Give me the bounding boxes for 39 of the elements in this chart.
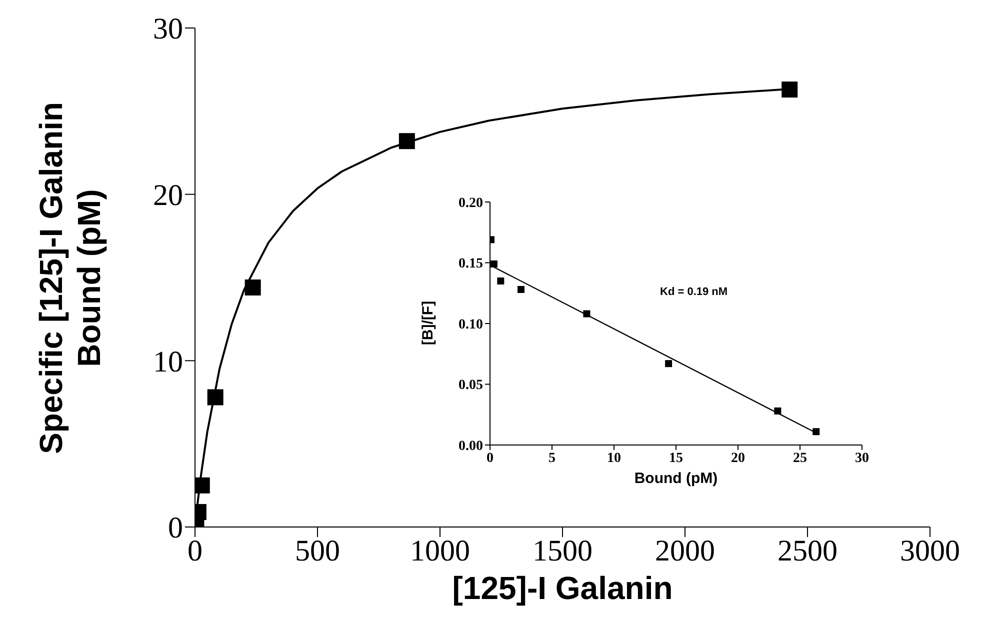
y-tick-label: 0.00 bbox=[458, 438, 483, 454]
point bbox=[490, 260, 498, 268]
y-tick-label: 30 bbox=[153, 12, 183, 46]
x-tick-label: 25 bbox=[793, 450, 807, 466]
y-tick-label: 0.05 bbox=[458, 378, 483, 394]
y-tick-label: 0 bbox=[168, 512, 183, 545]
point bbox=[195, 477, 210, 494]
x-tick-label: 20 bbox=[731, 450, 745, 466]
x-tick-label: 0 bbox=[486, 450, 494, 466]
x-tick-label: 5 bbox=[548, 450, 556, 466]
point bbox=[518, 286, 524, 293]
x-tick-label: 30 bbox=[855, 450, 869, 466]
point bbox=[398, 133, 415, 150]
x-tick-label: 500 bbox=[295, 534, 340, 568]
x-tick-label: 1500 bbox=[532, 534, 592, 568]
point bbox=[812, 428, 820, 436]
x-tick-label: 15 bbox=[669, 450, 683, 466]
x-tick-label: 3000 bbox=[900, 534, 960, 568]
point bbox=[583, 310, 590, 318]
y-axis-title: [B]/[F] bbox=[420, 300, 436, 346]
point bbox=[244, 279, 261, 296]
x-tick-label: 2000 bbox=[655, 534, 715, 568]
y-tick-label: 10 bbox=[153, 345, 183, 378]
y-tick-label: 0.20 bbox=[458, 196, 483, 211]
y-axis-title: Specific [125]-I Galanin Bound (pM) bbox=[32, 102, 108, 454]
point bbox=[207, 389, 224, 406]
point bbox=[665, 360, 672, 368]
point bbox=[774, 407, 782, 414]
x-axis-title: [125]-I Galanin bbox=[451, 570, 674, 607]
y-tick-label: 20 bbox=[153, 178, 183, 212]
point bbox=[782, 82, 798, 98]
point bbox=[497, 277, 504, 284]
x-tick-label: 2500 bbox=[778, 534, 838, 568]
y-tick-label: 0.10 bbox=[458, 317, 483, 332]
annotation: Kd = 0.19 nM bbox=[660, 286, 728, 298]
y-tick-label: 0.15 bbox=[458, 256, 483, 272]
x-axis-title: Bound (pM) bbox=[633, 470, 719, 487]
x-tick-label: 1000 bbox=[410, 534, 470, 568]
x-tick-label: 10 bbox=[607, 450, 621, 466]
